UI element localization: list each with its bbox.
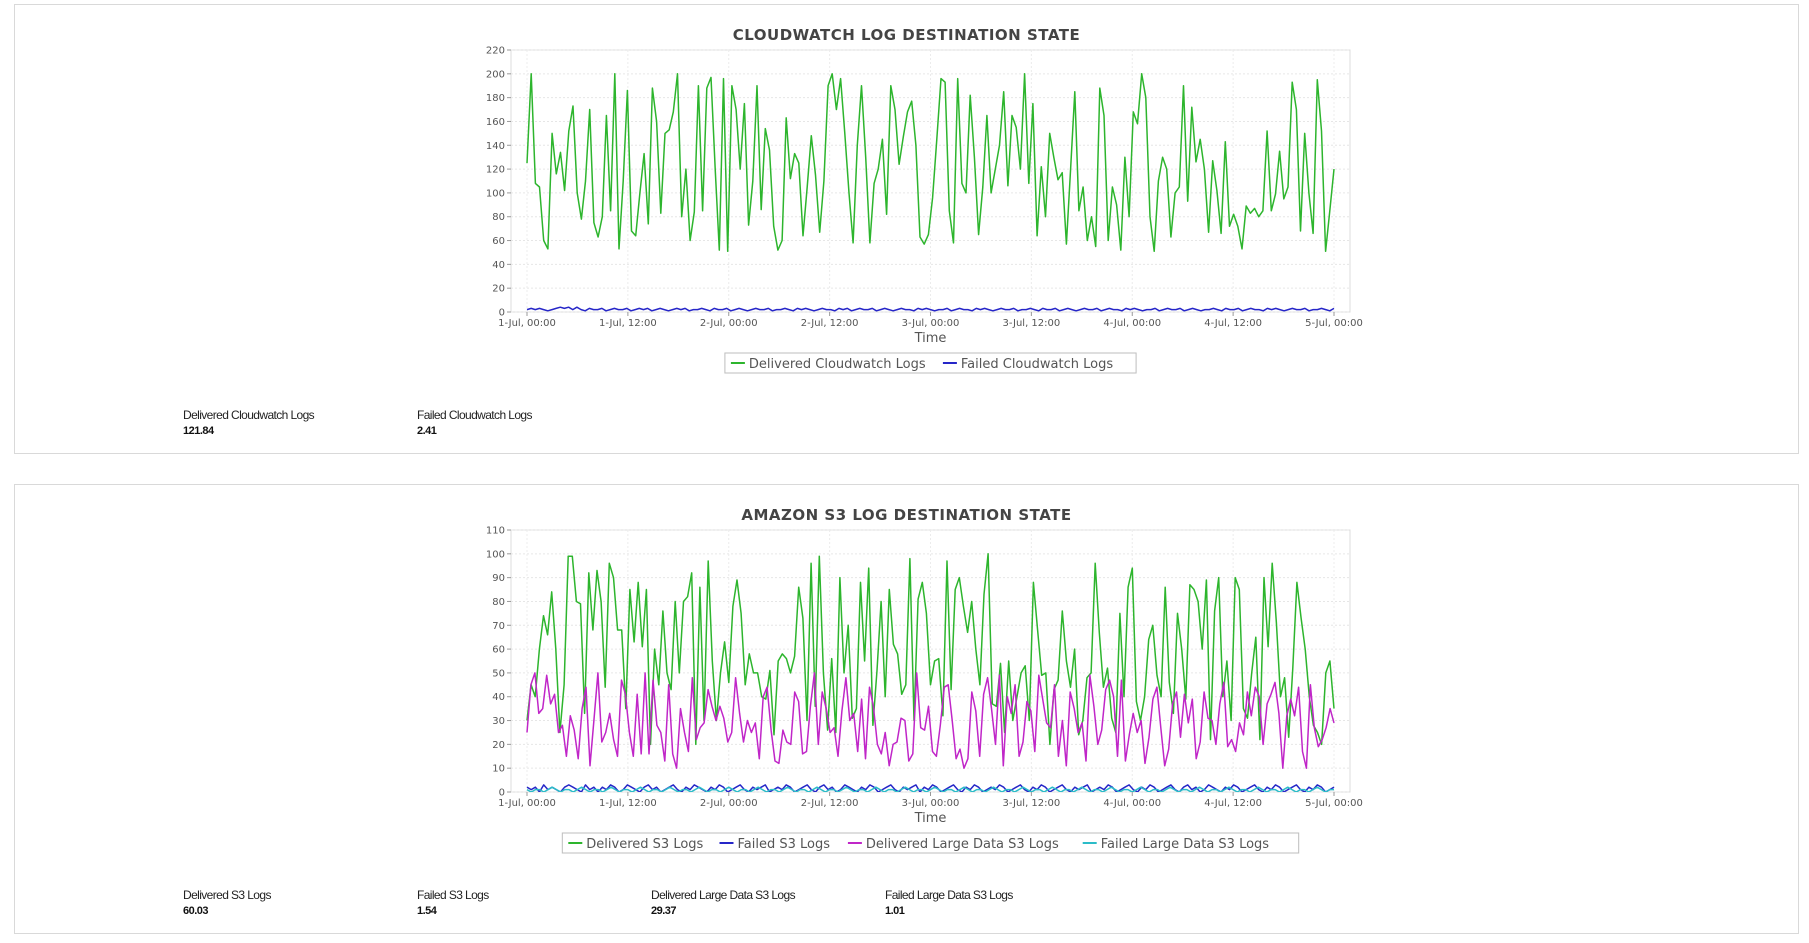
x-tick-label: 4-Jul, 12:00 [1204, 798, 1262, 809]
x-axis-title: Time [914, 331, 947, 346]
stat-value: 121.84 [183, 425, 214, 437]
y-tick-label: 100 [486, 188, 505, 199]
plot-area [510, 529, 1351, 793]
x-tick-label: 4-Jul, 12:00 [1204, 318, 1262, 329]
y-tick-label: 30 [492, 716, 505, 727]
cloudwatch-chart: 0 20 40 60 80 100 120 140 160 180 200 220 1-Jul, 00:… [486, 46, 1363, 374]
x-tick-label: 1-Jul, 00:00 [498, 798, 556, 809]
y-tick-label: 0 [499, 788, 505, 799]
stat-label: Failed Large Data S3 Logs [885, 888, 1013, 902]
legend-label: Delivered Large Data S3 Logs [866, 837, 1059, 852]
y-tick-label: 70 [492, 621, 505, 632]
stat-label: Failed S3 Logs [417, 888, 489, 902]
x-tick-label: 1-Jul, 12:00 [599, 798, 657, 809]
y-tick-label: 160 [486, 117, 505, 128]
y-tick-label: 20 [492, 284, 505, 295]
stat-value: 1.01 [885, 905, 905, 917]
x-tick-label: 3-Jul, 12:00 [1002, 318, 1060, 329]
y-tick-label: 80 [492, 212, 505, 223]
s3-chart: 0 10 20 30 40 50 60 70 80 90 100 110 1-Jul, 00:00 1-J… [486, 526, 1363, 854]
series-line-delivered-cloudwatch-logs [526, 73, 1335, 253]
y-tick-label: 20 [492, 740, 505, 751]
legend: Delivered S3 Logs Failed S3 Logs Delivered… [561, 832, 1300, 854]
stat-label: Failed Cloudwatch Logs [417, 408, 532, 422]
stat-value: 29.37 [651, 905, 677, 917]
x-tick-label: 2-Jul, 12:00 [801, 798, 859, 809]
series-line-failed-cloudwatch-logs [526, 306, 1335, 312]
x-tick-label: 4-Jul, 00:00 [1103, 318, 1161, 329]
stat-value: 60.03 [183, 905, 209, 917]
y-tick-label: 220 [486, 46, 505, 57]
series-group [526, 73, 1335, 312]
y-tick-label: 10 [492, 764, 505, 775]
stat-label: Delivered Large Data S3 Logs [651, 888, 796, 902]
stat-failed-large-s3: Failed Large Data S3 Logs 1.01 [885, 888, 1105, 917]
series-line-failed-large-data-s3-logs [526, 786, 1334, 792]
x-tick-label: 2-Jul, 00:00 [700, 318, 758, 329]
x-tick-label: 2-Jul, 00:00 [700, 798, 758, 809]
x-tick-label: 1-Jul, 00:00 [498, 318, 556, 329]
stat-value: 1.54 [417, 905, 437, 917]
y-tick-label: 200 [486, 69, 505, 80]
series-line-delivered-s3-logs [526, 553, 1335, 746]
stat-failed-s3: Failed S3 Logs 1.54 [417, 888, 637, 917]
legend-box [561, 832, 1300, 854]
y-tick-label: 120 [486, 165, 505, 176]
legend-label: Failed Cloudwatch Logs [961, 357, 1113, 372]
y-tick-label: 60 [492, 236, 505, 247]
legend-label: Delivered S3 Logs [586, 837, 703, 852]
stat-failed-cloudwatch: Failed Cloudwatch Logs 2.41 [417, 408, 637, 437]
s3-panel: AMAZON S3 LOG DESTINATION STATE 0 10 20 30 4… [14, 484, 1799, 934]
x-tick-label: 3-Jul, 00:00 [902, 318, 960, 329]
legend-label: Delivered Cloudwatch Logs [749, 357, 926, 372]
legend-label: Failed S3 Logs [738, 837, 831, 852]
legend: Delivered Cloudwatch Logs Failed Cloudwat… [724, 352, 1137, 374]
y-tick-label: 50 [492, 668, 505, 679]
chart-title: CLOUDWATCH LOG DESTINATION STATE [732, 26, 1081, 44]
stat-label: Delivered S3 Logs [183, 888, 271, 902]
legend-box [724, 352, 1137, 374]
x-tick-label: 2-Jul, 12:00 [801, 318, 859, 329]
y-tick-label: 180 [486, 93, 505, 104]
y-tick-label: 90 [492, 573, 505, 584]
x-tick-label: 1-Jul, 12:00 [599, 318, 657, 329]
chart-title: AMAZON S3 LOG DESTINATION STATE [741, 506, 1072, 524]
x-tick-label: 4-Jul, 00:00 [1103, 798, 1161, 809]
x-tick-label: 3-Jul, 00:00 [902, 798, 960, 809]
series-group [526, 553, 1335, 792]
y-tick-label: 0 [499, 308, 505, 319]
y-tick-label: 40 [492, 692, 505, 703]
y-tick-label: 140 [486, 141, 505, 152]
stat-value: 2.41 [417, 425, 437, 437]
stat-delivered-s3: Delivered S3 Logs 60.03 [183, 888, 403, 917]
stat-label: Delivered Cloudwatch Logs [183, 408, 315, 422]
y-tick-label: 80 [492, 597, 505, 608]
x-tick-label: 3-Jul, 12:00 [1002, 798, 1060, 809]
stat-delivered-large-s3: Delivered Large Data S3 Logs 29.37 [651, 888, 871, 917]
y-tick-label: 100 [486, 549, 505, 560]
cloudwatch-panel: CLOUDWATCH LOG DESTINATION STATE 0 20 40 60… [14, 4, 1799, 454]
x-tick-label: 5-Jul, 00:00 [1305, 798, 1363, 809]
x-tick-label: 5-Jul, 00:00 [1305, 318, 1363, 329]
y-tick-label: 110 [486, 526, 505, 537]
plot-area [510, 49, 1351, 313]
series-line-delivered-large-data-s3-logs [526, 672, 1335, 769]
legend-label: Failed Large Data S3 Logs [1101, 837, 1270, 852]
y-tick-label: 60 [492, 645, 505, 656]
stat-delivered-cloudwatch: Delivered Cloudwatch Logs 121.84 [183, 408, 403, 437]
y-tick-label: 40 [492, 260, 505, 271]
x-axis-title: Time [914, 811, 947, 826]
